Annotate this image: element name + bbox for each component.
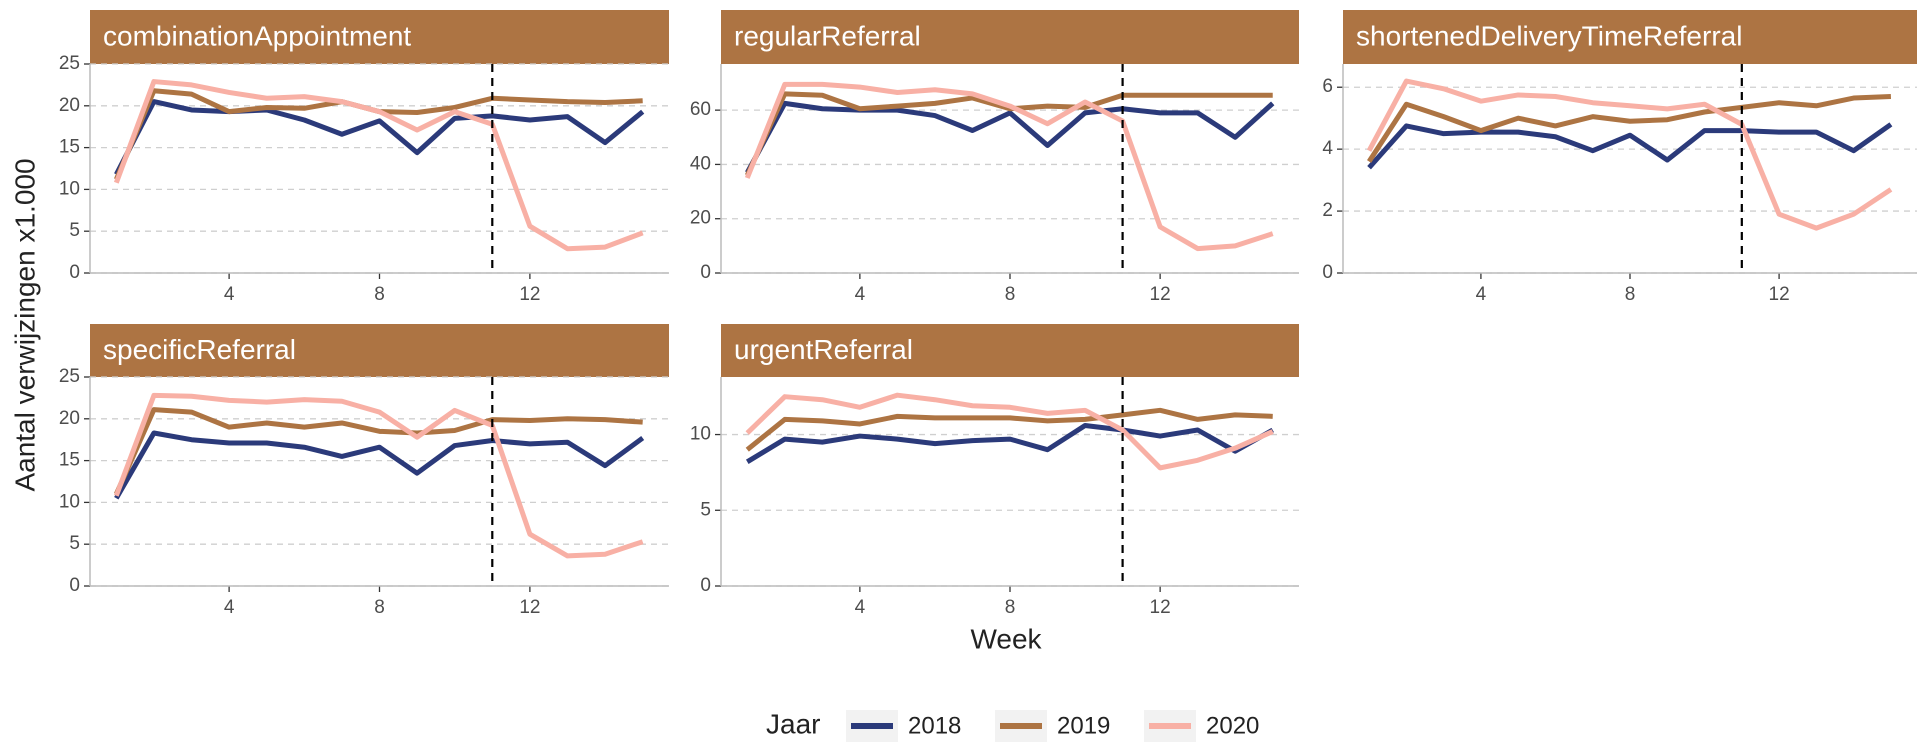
y-tick-label: 4 bbox=[1322, 138, 1333, 159]
x-tick-label: 12 bbox=[519, 284, 540, 305]
y-tick-label: 10 bbox=[59, 178, 80, 199]
y-tick-label: 6 bbox=[1322, 76, 1333, 97]
x-tick-label: 8 bbox=[374, 284, 385, 305]
y-tick-label: 15 bbox=[59, 137, 80, 158]
x-tick-label: 4 bbox=[1476, 284, 1487, 305]
line-series bbox=[1366, 94, 1892, 163]
y-tick-label: 15 bbox=[59, 450, 80, 471]
line-series bbox=[745, 407, 1273, 452]
facet-title: urgentReferral bbox=[734, 334, 913, 365]
facet-strip bbox=[721, 324, 1299, 377]
x-tick-label: 8 bbox=[1625, 284, 1636, 305]
line-series bbox=[113, 392, 644, 559]
y-tick-label: 0 bbox=[1322, 262, 1333, 283]
line-series bbox=[1366, 78, 1893, 231]
line-series bbox=[745, 100, 1275, 174]
x-tick-label: 8 bbox=[1005, 597, 1016, 618]
y-tick-label: 5 bbox=[69, 220, 80, 241]
line-series bbox=[114, 430, 645, 500]
y-tick-label: 5 bbox=[69, 533, 80, 554]
y-tick-label: 0 bbox=[69, 575, 80, 596]
x-tick-label: 12 bbox=[519, 597, 540, 618]
y-tick-label: 0 bbox=[700, 262, 711, 283]
x-tick-label: 4 bbox=[224, 284, 235, 305]
x-tick-label: 12 bbox=[1769, 284, 1790, 305]
y-tick-label: 60 bbox=[690, 99, 711, 120]
line-series bbox=[114, 99, 645, 176]
x-tick-label: 8 bbox=[374, 597, 385, 618]
y-tick-label: 40 bbox=[690, 153, 711, 174]
y-tick-label: 20 bbox=[59, 95, 80, 116]
line-series bbox=[114, 407, 643, 496]
facet-strip bbox=[90, 324, 669, 377]
y-tick-label: 20 bbox=[690, 208, 711, 229]
facet-title: regularReferral bbox=[734, 20, 921, 51]
line-series bbox=[745, 422, 1274, 464]
line-series bbox=[744, 81, 1274, 252]
line-series bbox=[113, 79, 644, 252]
y-tick-label: 2 bbox=[1322, 200, 1333, 221]
x-tick-label: 12 bbox=[1150, 597, 1171, 618]
line-series bbox=[1367, 122, 1893, 170]
x-axis-title: Week bbox=[970, 623, 1042, 654]
line-series bbox=[745, 392, 1274, 471]
legend-label: 2019 bbox=[1057, 712, 1110, 739]
y-tick-label: 25 bbox=[59, 366, 80, 387]
y-tick-label: 10 bbox=[59, 491, 80, 512]
facet-strip bbox=[90, 10, 669, 64]
legend-label: 2018 bbox=[908, 712, 961, 739]
facet-strip bbox=[721, 10, 1299, 64]
x-tick-label: 4 bbox=[224, 597, 235, 618]
facet-title: shortenedDeliveryTimeReferral bbox=[1356, 20, 1742, 51]
y-tick-label: 10 bbox=[690, 424, 711, 445]
legend-title: Jaar bbox=[766, 708, 820, 739]
y-tick-label: 25 bbox=[59, 53, 80, 74]
y-tick-label: 0 bbox=[69, 262, 80, 283]
facet-title: combinationAppointment bbox=[103, 20, 411, 51]
y-axis-title: Aantal verwijzingen x1.000 bbox=[9, 158, 40, 491]
facet-strip bbox=[1343, 10, 1917, 64]
x-tick-label: 12 bbox=[1150, 284, 1171, 305]
line-series bbox=[114, 88, 643, 181]
y-tick-label: 5 bbox=[700, 499, 711, 520]
x-tick-label: 4 bbox=[855, 284, 866, 305]
y-tick-label: 20 bbox=[59, 408, 80, 429]
legend-label: 2020 bbox=[1206, 712, 1259, 739]
facet-title: specificReferral bbox=[103, 334, 296, 365]
y-tick-label: 0 bbox=[700, 575, 711, 596]
x-tick-label: 8 bbox=[1005, 284, 1016, 305]
x-tick-label: 4 bbox=[855, 597, 866, 618]
